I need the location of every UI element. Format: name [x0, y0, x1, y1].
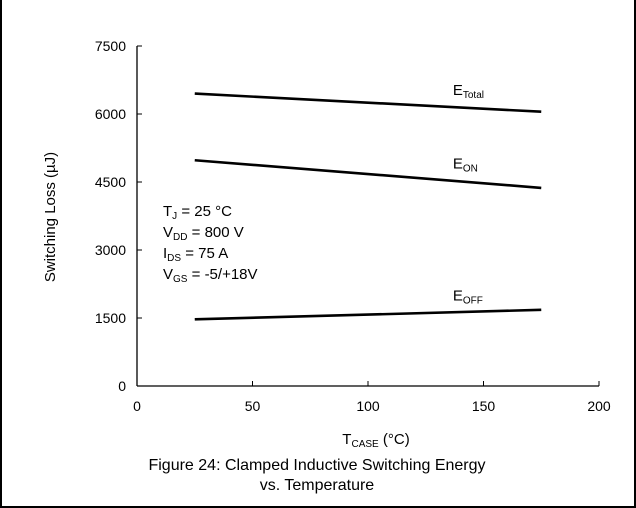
- series-group: [194, 92, 542, 321]
- y-axis-label: Switching Loss (µJ): [42, 152, 59, 282]
- series-label-total: ETotal: [453, 82, 484, 101]
- series-line-on: [194, 158, 542, 190]
- series-line-total: [194, 92, 542, 114]
- condition-line: VGS = -5/+18V: [163, 266, 258, 285]
- y-tick-label: 4500: [95, 174, 126, 190]
- series-labels: ETotal EON EOFF: [453, 82, 484, 306]
- y-tick-label: 7500: [95, 38, 126, 54]
- x-tick-label: 200: [587, 398, 611, 414]
- y-tick-label: 6000: [95, 106, 126, 122]
- x-axis-label: TCASE (°C): [342, 431, 409, 450]
- figure-caption-line-1: Figure 24: Clamped Inductive Switching E…: [148, 457, 486, 474]
- y-tick-label: 3000: [95, 242, 126, 258]
- x-tick-label: 150: [472, 398, 496, 414]
- condition-line: TJ = 25 °C: [163, 203, 232, 222]
- figure-caption-line-2: vs. Temperature: [259, 477, 375, 494]
- conditions-annotation: TJ = 25 °C VDD = 800 V IDS = 75 A VGS = -5/…: [163, 203, 258, 285]
- series-line-off: [194, 308, 542, 321]
- tick-labels: 0 1500 3000 4500 6000 7500 0 50 100 150 200: [95, 38, 611, 414]
- y-tick-label: 1500: [95, 310, 126, 326]
- y-tick-label: 0: [118, 378, 126, 394]
- x-axis-label-text: TCASE (°C): [342, 431, 409, 450]
- series-label-on: EON: [453, 156, 478, 175]
- condition-line: VDD = 800 V: [163, 224, 244, 243]
- x-tick-label: 0: [133, 398, 141, 414]
- x-tick-label: 100: [356, 398, 380, 414]
- series-label-off: EOFF: [453, 287, 483, 306]
- condition-line: IDS = 75 A: [163, 245, 228, 264]
- x-tick-label: 50: [245, 398, 261, 414]
